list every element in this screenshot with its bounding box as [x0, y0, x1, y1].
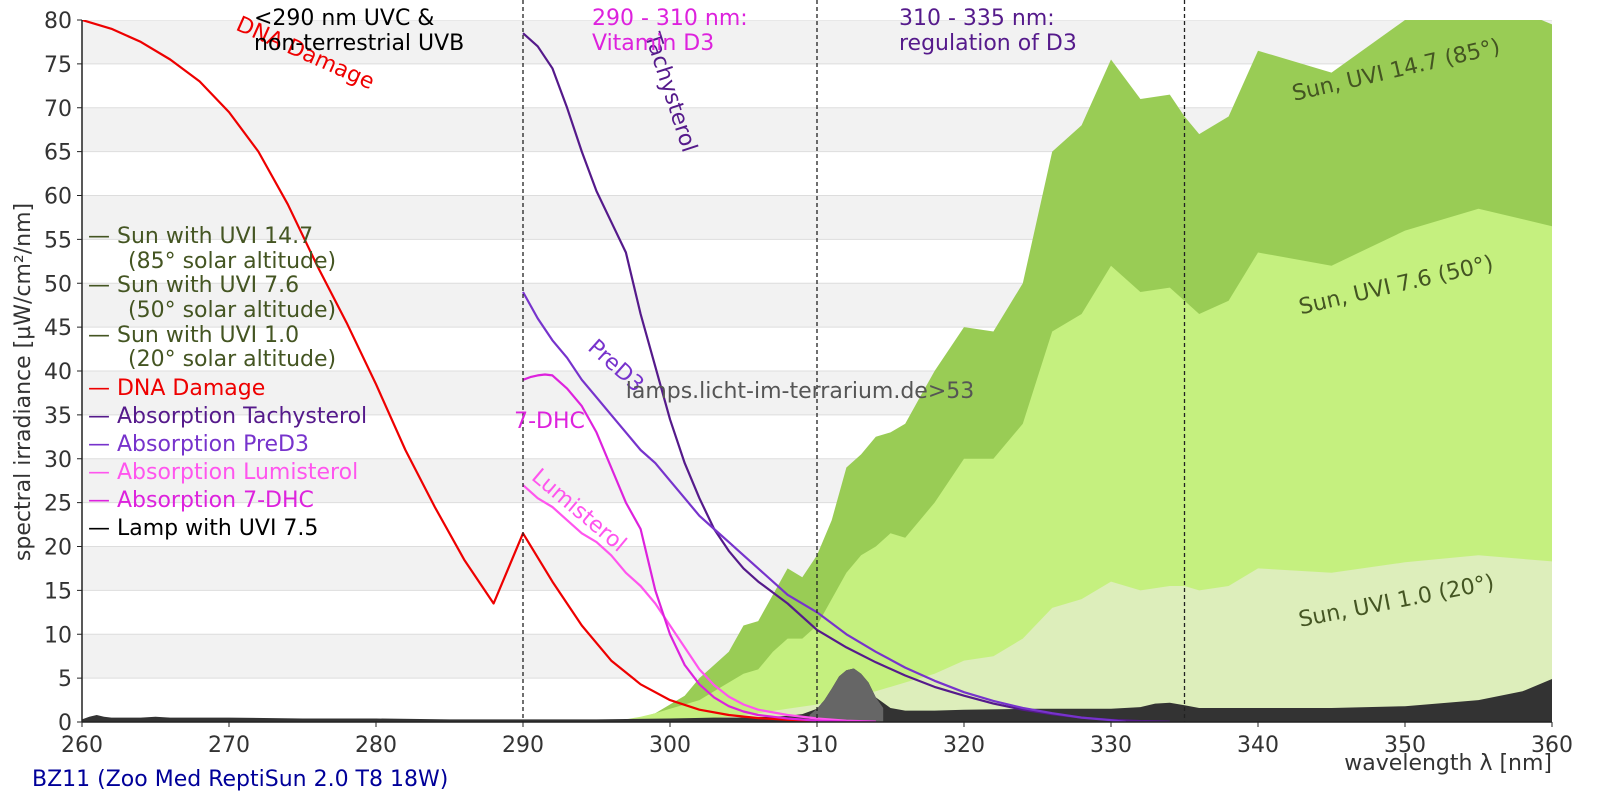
x-tick-label: 360 — [1531, 733, 1573, 758]
y-tick-label: 80 — [44, 9, 72, 34]
lamp-model-caption: BZ11 (Zoo Med ReptiSun 2.0 T8 18W) — [32, 767, 448, 792]
y-tick-label: 65 — [44, 141, 72, 166]
legend-entry: — DNA Damage — [88, 376, 265, 401]
x-axis-label: wavelength λ [nm] — [1344, 751, 1552, 776]
legend-entry: — Sun with UVI 7.6 — [88, 273, 299, 298]
y-tick-label: 60 — [44, 185, 72, 210]
y-tick-label: 25 — [44, 492, 72, 517]
x-tick-label: 290 — [502, 733, 544, 758]
absorption-curves — [82, 20, 1170, 722]
y-tick-label: 75 — [44, 53, 72, 78]
region-label-line1: 310 - 335 nm: — [899, 6, 1055, 31]
y-tick-label: 0 — [58, 711, 72, 736]
region-labels: <290 nm UVC &non-terrestrial UVB 290 - 31… — [254, 6, 1077, 56]
legend-entry: — Sun with UVI 1.0 — [88, 323, 299, 348]
curve-pred3 — [522, 291, 1126, 722]
area-sun10 — [670, 555, 1552, 722]
y-tick-label: 45 — [44, 316, 72, 341]
legend-entry: — Absorption PreD3 — [88, 432, 309, 457]
curve-label: 7-DHC — [514, 409, 585, 434]
legend-entry-subline: (85° solar altitude) — [128, 249, 336, 274]
y-tick-label: 10 — [44, 623, 72, 648]
x-tick-label: 260 — [61, 733, 103, 758]
legend-entry: — Absorption Tachysterol — [88, 404, 367, 429]
y-axis-label: spectral irradiance [µW/cm²/nm] — [11, 203, 36, 561]
legend-entry: — Absorption Lumisterol — [88, 460, 358, 485]
region-label-line2: non-terrestrial UVB — [254, 31, 464, 56]
legend-entry-subline: (50° solar altitude) — [128, 298, 336, 323]
legend-entry: — Lamp with UVI 7.5 — [88, 516, 318, 541]
x-tick-label: 340 — [1237, 733, 1279, 758]
curve-dhc — [522, 373, 876, 722]
y-tick-label: 20 — [44, 536, 72, 561]
x-tick-label: 280 — [355, 733, 397, 758]
y-tick-label: 15 — [44, 579, 72, 604]
watermark: lamps.licht-im-terrarium.de>53 — [626, 379, 975, 404]
curve-lumisterol — [522, 484, 876, 722]
region-label-line2: regulation of D3 — [899, 31, 1077, 56]
y-tick-label: 5 — [58, 667, 72, 692]
area-lamp_peak — [809, 668, 884, 722]
region-label-line2: Vitamin D3 — [592, 31, 714, 56]
region-dividers — [522, 0, 1186, 722]
y-tick-label: 55 — [44, 228, 72, 253]
legend-entry-subline: (20° solar altitude) — [128, 347, 336, 372]
x-tick-label: 330 — [1090, 733, 1132, 758]
curve-tachysterol — [522, 32, 1170, 722]
legend: — Sun with UVI 14.7(85° solar altitude)—… — [88, 224, 367, 541]
x-tick-label: 270 — [208, 733, 250, 758]
region-label-line1: 290 - 310 nm: — [592, 6, 748, 31]
x-tick-label: 300 — [649, 733, 691, 758]
legend-entry: — Absorption 7-DHC — [88, 488, 314, 513]
region-label-line1: <290 nm UVC & — [254, 6, 434, 31]
tick-labels: 260 270 280 290 300 310 320 330 340 350 360 0 5 10 15 2… — [44, 9, 1573, 758]
x-tick-label: 320 — [943, 733, 985, 758]
legend-entry: — Sun with UVI 14.7 — [88, 224, 313, 249]
y-tick-label: 50 — [44, 272, 72, 297]
curve-dna — [82, 20, 876, 722]
x-tick-label: 350 — [1384, 733, 1426, 758]
x-tick-label: 310 — [796, 733, 838, 758]
y-tick-label: 35 — [44, 404, 72, 429]
y-tick-label: 30 — [44, 448, 72, 473]
y-tick-label: 70 — [44, 97, 72, 122]
y-tick-label: 40 — [44, 360, 72, 385]
